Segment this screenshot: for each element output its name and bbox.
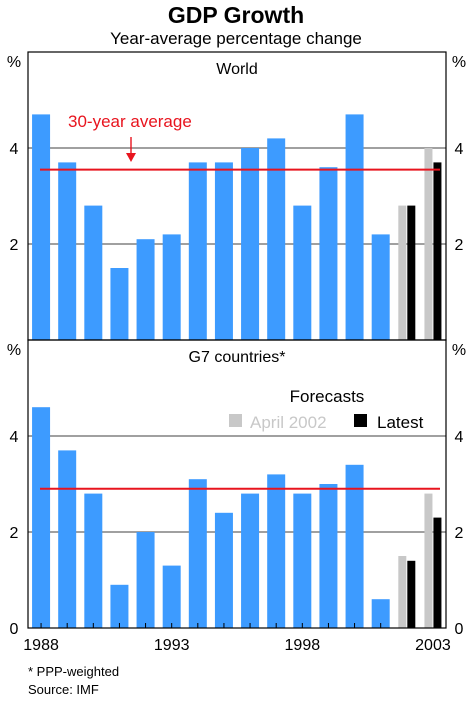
chart-subtitle: Year-average percentage change bbox=[110, 29, 362, 48]
g7-bar-1989 bbox=[58, 450, 77, 628]
g7-bar-1990 bbox=[84, 493, 103, 628]
g7-unit-left: % bbox=[7, 342, 21, 359]
g7-bar-1992 bbox=[136, 532, 155, 628]
x-tick-label: 2003 bbox=[415, 637, 451, 654]
annotation-arrowhead bbox=[126, 153, 136, 162]
world-ytick-right: 2 bbox=[455, 237, 464, 254]
g7-bar-1994 bbox=[188, 479, 207, 628]
world-forecast-april-2003 bbox=[424, 148, 433, 340]
average-annotation: 30-year average bbox=[68, 112, 192, 131]
legend-title: Forecasts bbox=[290, 387, 365, 406]
g7-ytick-left: 2 bbox=[10, 525, 19, 542]
g7-bar-1997 bbox=[267, 474, 286, 628]
world-bar-1988 bbox=[32, 114, 51, 341]
world-bar-1990 bbox=[84, 205, 103, 340]
world-bar-1999 bbox=[319, 167, 338, 340]
legend-swatch-april bbox=[229, 414, 242, 427]
world-unit-left: % bbox=[7, 54, 21, 71]
world-ytick-left: 2 bbox=[10, 237, 19, 254]
g7-panel-frame bbox=[27, 339, 447, 629]
legend-label-latest: Latest bbox=[377, 413, 424, 432]
footnote-ppp: * PPP-weighted bbox=[28, 664, 120, 679]
g7-forecast-latest-2003 bbox=[433, 517, 442, 628]
world-unit-right: % bbox=[452, 54, 466, 71]
world-bar-2001 bbox=[371, 234, 390, 340]
g7-bar-1999 bbox=[319, 484, 338, 628]
world-bar-1994 bbox=[188, 162, 207, 340]
world-bar-1996 bbox=[241, 148, 260, 340]
footnote-source: Source: IMF bbox=[28, 682, 99, 697]
world-forecast-latest-2002 bbox=[407, 205, 416, 340]
world-bar-1992 bbox=[136, 239, 155, 340]
g7-bar-1995 bbox=[214, 512, 233, 628]
world-bar-2000 bbox=[345, 114, 364, 341]
g7-forecast-latest-2002 bbox=[407, 560, 416, 628]
g7-panel-title: G7 countries* bbox=[189, 349, 286, 366]
legend-swatch-latest bbox=[354, 414, 367, 427]
g7-bar-1996 bbox=[241, 493, 260, 628]
world-forecast-april-2002 bbox=[398, 205, 407, 340]
x-tick-label: 1988 bbox=[23, 637, 59, 654]
g7-bar-1998 bbox=[293, 493, 312, 628]
g7-bar-1993 bbox=[162, 565, 181, 628]
g7-ytick-left: 0 bbox=[10, 621, 19, 638]
g7-forecast-april-2002 bbox=[398, 556, 407, 628]
g7-bar-1988 bbox=[32, 407, 51, 628]
world-bar-1995 bbox=[214, 162, 233, 340]
world-bar-1997 bbox=[267, 138, 286, 340]
x-tick-label: 1998 bbox=[285, 637, 321, 654]
g7-ytick-right: 4 bbox=[455, 429, 464, 446]
world-forecast-latest-2003 bbox=[433, 162, 442, 340]
x-tick-label: 1993 bbox=[154, 637, 190, 654]
world-bar-1991 bbox=[110, 268, 129, 340]
g7-ytick-right: 2 bbox=[455, 525, 464, 542]
g7-forecast-april-2003 bbox=[424, 493, 433, 628]
world-ytick-left: 4 bbox=[10, 141, 19, 158]
g7-bar-2001 bbox=[371, 599, 390, 628]
world-bar-1998 bbox=[293, 205, 312, 340]
world-bar-1989 bbox=[58, 162, 77, 340]
g7-bar-2000 bbox=[345, 464, 364, 628]
world-bar-1993 bbox=[162, 234, 181, 340]
g7-ytick-right: 0 bbox=[455, 621, 464, 638]
g7-bar-1991 bbox=[110, 584, 129, 628]
legend-label-april: April 2002 bbox=[250, 413, 327, 432]
world-panel-title: World bbox=[216, 61, 258, 78]
chart-title: GDP Growth bbox=[167, 2, 305, 28]
world-ytick-right: 4 bbox=[455, 141, 464, 158]
g7-unit-right: % bbox=[452, 342, 466, 359]
g7-ytick-left: 4 bbox=[10, 429, 19, 446]
